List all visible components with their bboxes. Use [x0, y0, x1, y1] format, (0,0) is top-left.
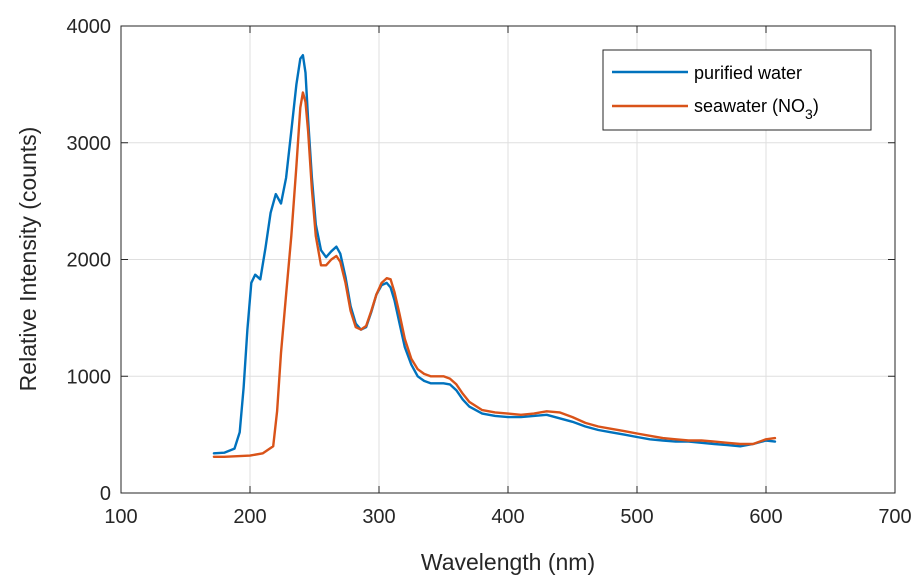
- y-tick-label: 0: [100, 483, 111, 505]
- x-tick-label: 200: [233, 506, 266, 528]
- y-tick-label: 2000: [67, 250, 112, 272]
- legend-label-purified: purified water: [694, 63, 802, 83]
- data-series: [212, 54, 777, 458]
- legend-box: [602, 49, 872, 131]
- legend-seawater-prefix: seawater (NO: [694, 96, 805, 116]
- x-tick-label: 700: [878, 506, 911, 528]
- x-tick-labels: 100 200 300 400 500 600 700: [104, 506, 911, 528]
- y-tick-label: 1000: [67, 366, 112, 388]
- y-tick-label: 4000: [67, 16, 112, 38]
- y-tick-labels: 0 1000 2000 3000 4000: [67, 16, 112, 505]
- x-axis-label: Wavelength (nm): [421, 549, 595, 575]
- y-tick-label: 3000: [67, 133, 112, 155]
- series-line-purified-water: [212, 54, 777, 455]
- x-tick-label: 300: [362, 506, 395, 528]
- series-line-seawater: [212, 91, 777, 458]
- legend: purified water seawater (NO3): [602, 49, 872, 131]
- x-tick-label: 600: [749, 506, 782, 528]
- x-tick-label: 400: [491, 506, 524, 528]
- y-axis-label: Relative Intensity (counts): [15, 127, 41, 392]
- legend-seawater-suffix: ): [813, 96, 819, 116]
- legend-label-seawater: seawater (NO3): [694, 96, 819, 122]
- axis-ticks: [120, 25, 896, 494]
- x-tick-label: 100: [104, 506, 137, 528]
- x-tick-label: 500: [620, 506, 653, 528]
- legend-seawater-subscript: 3: [805, 106, 813, 122]
